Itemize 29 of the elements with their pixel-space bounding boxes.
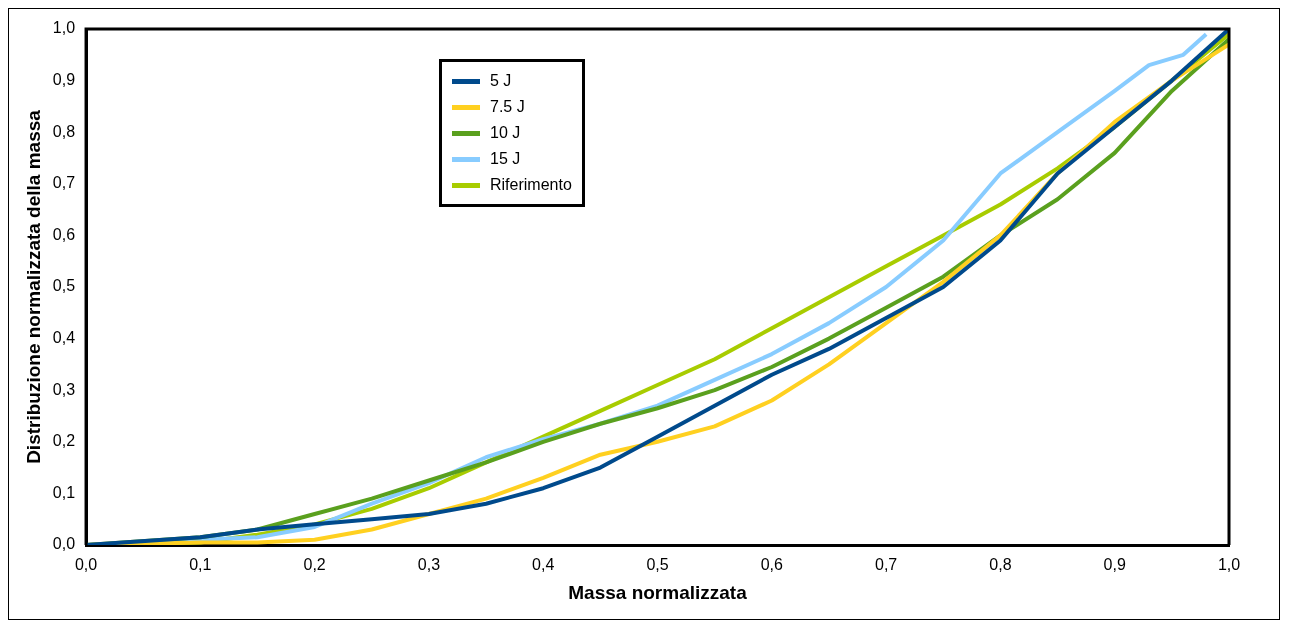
x-tick-label: 0,6 (760, 556, 784, 574)
x-tick-label: 0,9 (1103, 556, 1126, 574)
legend-label: 5 J (490, 71, 512, 91)
x-tick-label: 0,0 (74, 556, 98, 574)
y-axis-title: Distribuzione normalizzata della massa (22, 109, 44, 464)
y-tick-label: 0,7 (52, 174, 76, 192)
x-tick-label: 0,5 (646, 556, 669, 574)
legend-label: 10 J (490, 123, 521, 143)
x-tick-label: 0,7 (874, 556, 898, 574)
y-tick-label: 0,9 (52, 71, 76, 89)
legend-label: 7.5 J (490, 97, 525, 117)
y-tick-label: 0,4 (52, 329, 76, 347)
y-tick-label: 0,0 (52, 535, 76, 553)
y-tick-label: 0,2 (52, 432, 76, 450)
y-tick-label: 1,0 (52, 19, 76, 37)
y-tick-label: 0,5 (52, 277, 76, 295)
x-axis-title: Massa normalizzata (568, 581, 748, 603)
x-tick-label: 0,3 (417, 556, 441, 574)
x-tick-label: 1,0 (1217, 556, 1241, 574)
x-tick-label: 0,4 (532, 556, 555, 574)
y-tick-label: 0,6 (52, 225, 76, 243)
y-tick-label: 0,3 (52, 380, 76, 398)
x-tick-label: 0,8 (989, 556, 1012, 574)
x-tick-label: 0,2 (303, 556, 326, 574)
y-tick-label: 0,1 (52, 483, 76, 501)
y-tick-label: 0,8 (52, 122, 76, 140)
legend-label: 15 J (490, 149, 521, 169)
x-tick-label: 0,1 (189, 556, 212, 574)
legend-label: Riferimento (490, 175, 572, 195)
